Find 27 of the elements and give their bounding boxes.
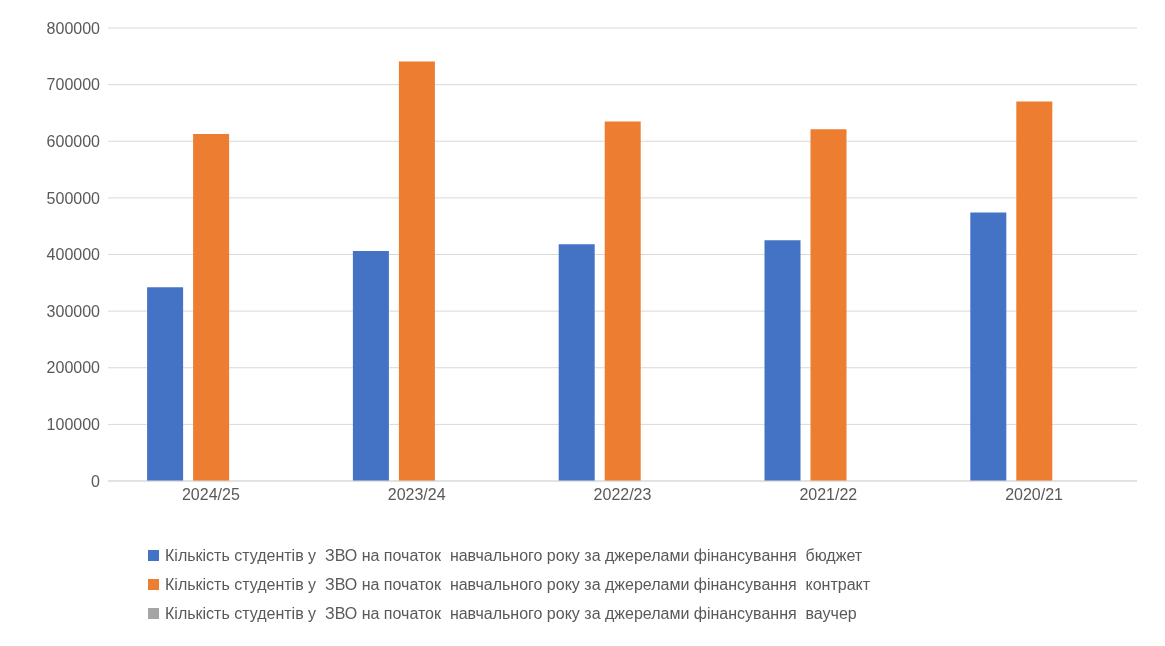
x-tick-label: 2022/23 — [593, 486, 652, 504]
x-tick-label: 2023/24 — [387, 486, 446, 504]
x-tick-label: 2020/21 — [1005, 486, 1064, 504]
bar — [352, 251, 389, 481]
bar — [604, 121, 641, 481]
bar — [147, 287, 184, 481]
bar — [764, 240, 801, 481]
legend-label: Кількість студентів у ЗВО на початок навчального року за джерелами фінансування ваучер — [165, 604, 857, 624]
bar — [193, 133, 230, 481]
x-tick-label: 2021/22 — [799, 486, 858, 504]
y-tick-label: 300000 — [46, 302, 101, 320]
y-tick-label: 400000 — [46, 246, 101, 264]
bar — [810, 129, 847, 481]
bar — [1016, 101, 1053, 481]
y-tick-label: 200000 — [46, 359, 101, 377]
y-tick-label: 700000 — [46, 76, 101, 94]
bar — [970, 212, 1007, 481]
bar — [398, 61, 435, 481]
x-tick-label: 2024/25 — [181, 486, 240, 504]
legend-label: Кількість студентів у ЗВО на початок навчального року за джерелами фінансування контракт — [165, 575, 871, 595]
y-tick-label: 600000 — [46, 132, 101, 150]
bar — [558, 244, 595, 481]
y-tick-label: 500000 — [46, 189, 101, 207]
y-tick-label: 800000 — [46, 19, 101, 37]
y-tick-label: 100000 — [46, 416, 101, 434]
legend-label: Кількість студентів у ЗВО на початок навчального року за джерелами фінансування бюджет — [165, 546, 863, 566]
y-tick-label: 0 — [91, 472, 101, 490]
